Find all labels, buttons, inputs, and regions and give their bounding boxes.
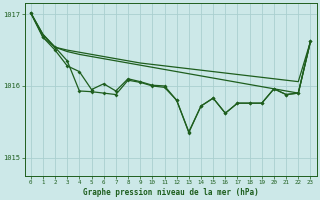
X-axis label: Graphe pression niveau de la mer (hPa): Graphe pression niveau de la mer (hPa) — [83, 188, 259, 197]
